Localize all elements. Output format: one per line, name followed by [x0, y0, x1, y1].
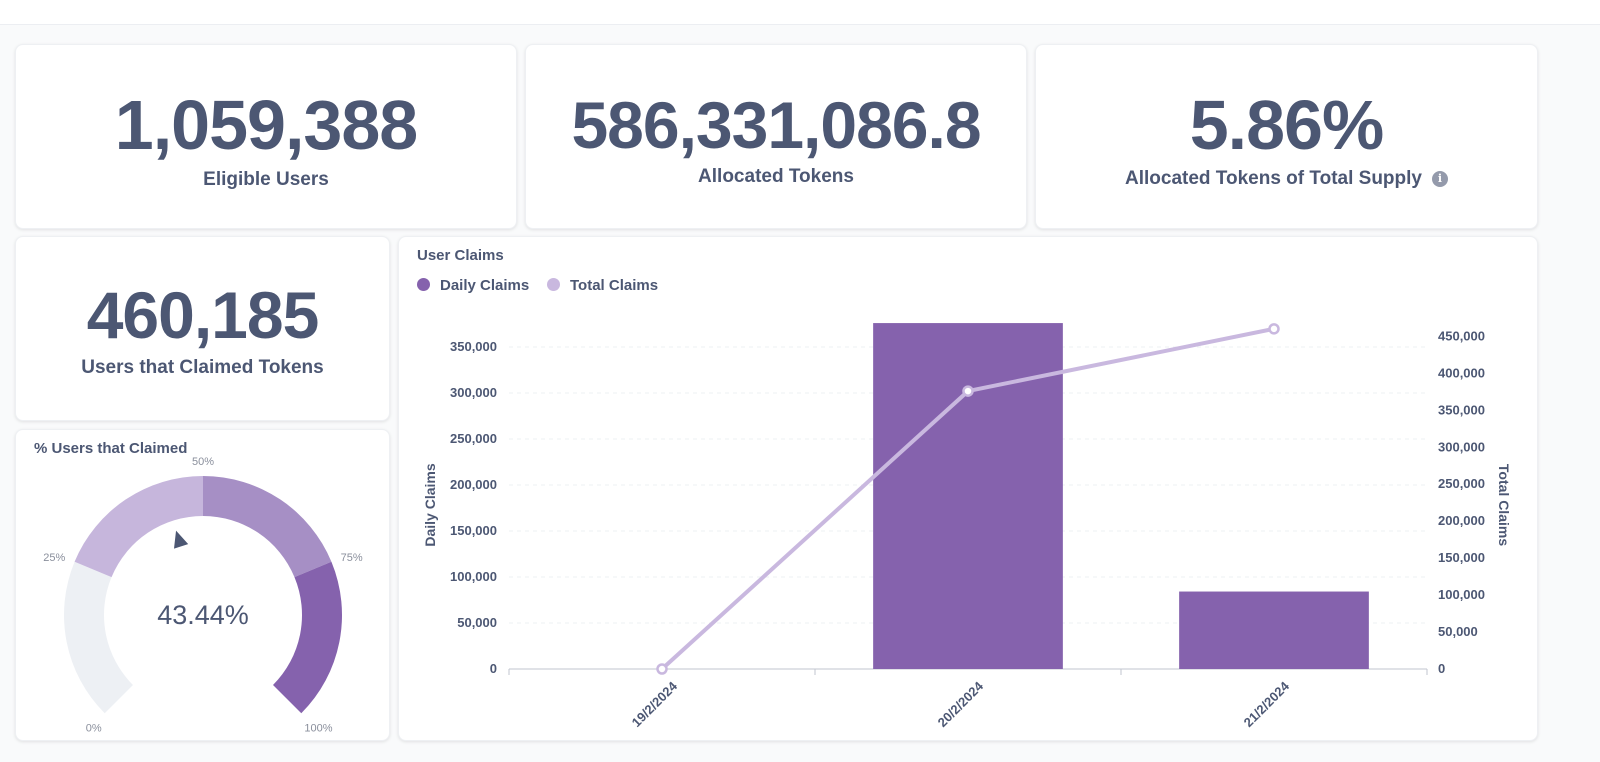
y2-tick-label: 200,000	[1438, 513, 1485, 528]
y-axis-title: Daily Claims	[422, 463, 438, 546]
eligible-users-label: Eligible Users	[203, 169, 329, 190]
user-claims-card: User Claims Daily Claims Total Claims 0 5…	[398, 236, 1538, 741]
info-icon[interactable]: i	[1432, 170, 1448, 187]
y2-tick-label: 0	[1438, 661, 1445, 676]
gauge-title: % Users that Claimed	[34, 440, 188, 457]
top-bar	[0, 0, 1600, 25]
y-tick-label: 150,000	[450, 523, 497, 538]
legend-daily-claims[interactable]: Daily Claims	[417, 277, 529, 294]
y2-tick-label: 450,000	[1438, 328, 1485, 343]
gauge-card: % Users that Claimed 0% 25% 50% 75% 100% 43.4…	[15, 429, 390, 741]
gauge-tick-label: 75%	[341, 552, 363, 564]
point-total-claims	[962, 385, 974, 397]
y2-axis-title: Total Claims	[1496, 464, 1512, 546]
gauge-segment-3	[273, 561, 342, 714]
users-claimed-label: Users that Claimed Tokens	[81, 357, 324, 378]
allocated-tokens-label: Allocated Tokens	[698, 166, 854, 187]
y-tick-label: 250,000	[450, 431, 497, 446]
point-total-claims	[656, 663, 668, 675]
allocated-pct-label-row: Allocated Tokens of Total Supply i	[1036, 168, 1537, 190]
gauge-segment-0	[64, 561, 133, 714]
x-tick-label: 21/2/2024	[1241, 678, 1293, 730]
legend-dot-total	[547, 278, 560, 291]
users-claimed-value: 460,185	[86, 278, 320, 352]
gauge-segment-1	[74, 476, 203, 578]
gauge-tick-label: 25%	[43, 552, 65, 564]
gauge-tick-label: 50%	[192, 456, 214, 468]
legend-total-label: Total Claims	[570, 277, 659, 294]
allocated-pct-value: 5.86%	[1189, 86, 1384, 164]
point-total-claims	[1268, 323, 1280, 335]
y-tick-label: 100,000	[450, 569, 497, 584]
y-tick-label: 300,000	[450, 385, 497, 400]
y2-tick-label: 50,000	[1438, 624, 1478, 639]
x-tick-label: 19/2/2024	[629, 678, 681, 730]
gauge-chart: 0% 25% 50% 75% 100% 43.44%	[43, 456, 363, 734]
bar-daily-claims	[1179, 591, 1369, 669]
y2-tick-label: 150,000	[1438, 550, 1485, 565]
y-tick-label: 50,000	[457, 615, 497, 630]
bar-daily-claims	[873, 323, 1063, 669]
x-tick-label: 20/2/2024	[935, 678, 987, 730]
gauge-tick-label: 100%	[304, 722, 332, 734]
gauge-value: 43.44%	[157, 600, 249, 630]
y2-tick-label: 350,000	[1438, 402, 1485, 417]
gauge-segment-2	[203, 476, 332, 578]
y2-tick-label: 250,000	[1438, 476, 1485, 491]
y-tick-label: 0	[490, 661, 497, 676]
y-tick-label: 350,000	[450, 339, 497, 354]
gauge-needle	[171, 527, 191, 552]
eligible-users-card: 1,059,388 Eligible Users	[15, 44, 517, 229]
allocated-tokens-value: 586,331,086.8	[571, 88, 981, 162]
allocated-pct-label: Allocated Tokens of Total Supply	[1125, 168, 1422, 189]
allocated-pct-card: 5.86% Allocated Tokens of Total Supply i	[1035, 44, 1538, 229]
y2-tick-label: 300,000	[1438, 439, 1485, 454]
y-tick-label: 200,000	[450, 477, 497, 492]
allocated-tokens-card: 586,331,086.8 Allocated Tokens	[525, 44, 1027, 229]
y2-tick-label: 400,000	[1438, 365, 1485, 380]
legend-daily-label: Daily Claims	[440, 277, 530, 294]
user-claims-chart: 0 50,000 100,000 150,000 200,000 250,000 300,0…	[422, 323, 1512, 730]
chart-title: User Claims	[417, 247, 504, 264]
y2-tick-label: 100,000	[1438, 587, 1485, 602]
users-claimed-card: 460,185 Users that Claimed Tokens	[15, 236, 390, 421]
legend-total-claims[interactable]: Total Claims	[547, 277, 658, 294]
legend-dot-daily	[417, 278, 430, 291]
eligible-users-value: 1,059,388	[114, 86, 418, 164]
gauge-tick-label: 0%	[86, 722, 102, 734]
